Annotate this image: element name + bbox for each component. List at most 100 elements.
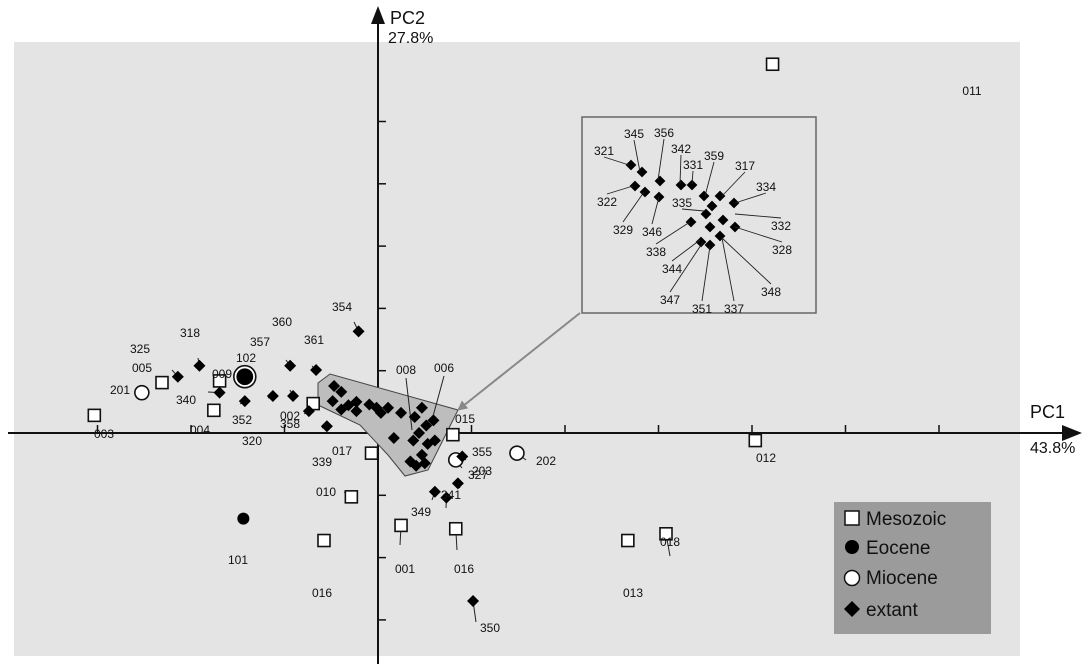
inset-label-332: 332 — [771, 219, 791, 233]
legend-diamond-icon — [844, 601, 860, 617]
inset-leader-line — [651, 196, 660, 225]
marker-extant-352 — [238, 395, 251, 408]
marker-mesozoic-013 — [621, 533, 635, 548]
point-label-013: 013 — [623, 586, 643, 600]
inset-leader-line — [721, 237, 772, 285]
cluster-label: 006 — [434, 361, 454, 375]
marker-mesozoic-003 — [87, 408, 102, 423]
marker-extant-cluster — [326, 395, 339, 408]
inset-marker — [717, 214, 729, 226]
marker-mesozoic-018 — [659, 526, 673, 541]
marker-extant-cluster — [418, 457, 431, 470]
x-axis-title: PC1 — [1030, 402, 1065, 422]
point-label-015: 015 — [455, 412, 475, 426]
point-label-341: 341 — [441, 488, 461, 502]
inset-leader-line — [606, 185, 634, 195]
inset-leader-line — [691, 170, 694, 185]
marker-extant-cluster — [350, 405, 363, 418]
inset-leader-line — [669, 241, 704, 293]
marker-extant-354 — [352, 325, 365, 338]
point-label-320: 320 — [242, 434, 262, 448]
inset-label-328: 328 — [772, 243, 792, 257]
point-label-102: 102 — [236, 351, 256, 365]
point-label-318: 318 — [180, 326, 200, 340]
inset-leader-line — [679, 154, 682, 185]
marker-mesozoic-012 — [748, 433, 763, 448]
marker-extant-360 — [284, 359, 297, 372]
marker-eocene-102 — [236, 368, 254, 386]
marker-extant-cluster — [427, 414, 440, 427]
point-label-201: 201 — [110, 383, 130, 397]
inset-label-351: 351 — [692, 302, 712, 316]
y-axis-percent: 27.8% — [388, 30, 433, 47]
marker-extant-cluster — [415, 401, 428, 414]
point-label-349: 349 — [411, 505, 431, 519]
marker-extant-cluster — [387, 432, 400, 445]
inset-label-347: 347 — [660, 293, 680, 307]
marker-extant-cluster — [328, 379, 341, 392]
inset-marker — [728, 197, 740, 209]
point-labels: 008 006 011 003 005 009 004 002 015 017 012 010 001 0… — [94, 84, 982, 635]
marker-extant-357 — [287, 390, 300, 403]
marker-mesozoic-017 — [364, 446, 379, 460]
marker-eocene-101 — [237, 512, 250, 525]
marker-mesozoic-015 — [446, 427, 460, 442]
inset-label-322: 322 — [597, 195, 617, 209]
inset-marker — [685, 216, 697, 228]
marker-extant-cluster — [335, 385, 348, 398]
point-label-004: 004 — [190, 423, 210, 437]
marker-miocene-202 — [509, 445, 525, 461]
inset-label-329: 329 — [613, 223, 633, 237]
marker-extant-cluster — [363, 398, 376, 411]
inset-leader-line — [734, 192, 767, 204]
marker-extant-327 — [451, 477, 464, 490]
marker-extant-cluster — [342, 399, 355, 412]
leader-line — [431, 375, 445, 421]
point-label-001: 001 — [395, 562, 415, 576]
inset-marker — [704, 239, 716, 251]
point-label-005: 005 — [132, 361, 152, 375]
legend: Mesozoic Eocene Miocene extant — [834, 502, 991, 634]
marker-extant-340 — [213, 386, 226, 399]
point-label-010: 010 — [316, 485, 336, 499]
legend-label-miocene: Miocene — [866, 568, 938, 589]
marker-extant-cluster — [382, 401, 395, 414]
point-label-360: 360 — [272, 315, 292, 329]
inset-label-321: 321 — [594, 144, 614, 158]
inset-leader-line — [721, 237, 735, 302]
legend-label-eocene: Eocene — [866, 538, 930, 559]
point-label-325: 325 — [130, 342, 150, 356]
legend-box — [834, 502, 991, 634]
inset-label-359: 359 — [704, 149, 724, 163]
inset-leader-line — [721, 171, 746, 197]
leader-line — [405, 377, 413, 431]
inset-marker — [704, 221, 716, 233]
y-axis-arrow-icon — [371, 6, 385, 24]
marker-extant-cluster — [395, 406, 408, 419]
marker-extant-cluster — [428, 434, 441, 447]
marker-mesozoic-005 — [155, 375, 169, 390]
marker-extant-318 — [193, 359, 206, 372]
marker-mesozoic-004 — [207, 403, 221, 418]
inset-leader-line — [734, 213, 782, 219]
legend-label-mesozoic: Mesozoic — [866, 509, 946, 530]
point-label-350: 350 — [480, 621, 500, 635]
inset-leader-line — [704, 161, 715, 197]
marker-extant-cluster — [407, 434, 420, 447]
inset-label-317: 317 — [735, 159, 755, 173]
marker-extant-341 — [440, 491, 453, 504]
inset-pointer-arrow — [457, 312, 581, 411]
point-label-011: 011 — [962, 84, 981, 98]
point-label-018: 018 — [660, 535, 680, 549]
inset-label-335: 335 — [672, 196, 692, 210]
inset-marker — [625, 159, 637, 171]
point-label-361: 361 — [304, 333, 324, 347]
point-label-339: 339 — [312, 455, 332, 469]
inset-label-356: 356 — [654, 126, 674, 140]
inset-label-338: 338 — [646, 245, 666, 259]
inset-label-337: 337 — [724, 302, 744, 316]
legend-square-icon — [844, 510, 860, 526]
point-label-202: 202 — [536, 454, 556, 468]
